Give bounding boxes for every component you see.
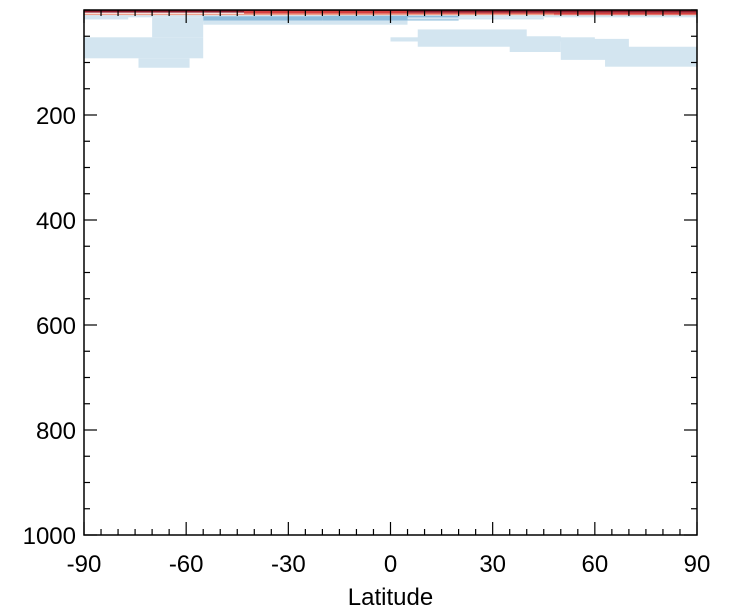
heatmap-cell xyxy=(152,17,204,38)
x-axis-title: Latitude xyxy=(348,584,433,611)
tick-labels: -90 -60 -30 0 30 60 90 200 400 600 800 1000 xyxy=(23,103,711,578)
y-tick-label: 400 xyxy=(36,208,76,235)
y-tick-label: 600 xyxy=(36,313,76,340)
heatmap-cell xyxy=(244,11,408,14)
x-tick-label: 90 xyxy=(684,551,711,578)
heatmap-cell xyxy=(84,37,204,59)
heatmap-cell xyxy=(84,13,554,16)
axis-ticks xyxy=(83,9,698,536)
heatmap-cell xyxy=(417,29,527,47)
plot-frame xyxy=(83,9,698,536)
x-tick-label: 0 xyxy=(384,551,397,578)
heatmap-cell xyxy=(407,17,544,20)
heatmap-cell xyxy=(203,16,323,22)
x-tick-label: -30 xyxy=(271,551,306,578)
y-tick-label: 1000 xyxy=(23,523,76,550)
x-tick-label: 60 xyxy=(581,551,608,578)
heatmap-cell xyxy=(138,58,190,68)
x-tick-label: 30 xyxy=(479,551,506,578)
x-tick-label: -90 xyxy=(67,551,102,578)
heatmap-cell xyxy=(509,36,561,52)
y-tick-label: 200 xyxy=(36,103,76,130)
heatmap-cell xyxy=(203,20,408,25)
heatmap-cell xyxy=(605,46,697,67)
x-tick-label: -60 xyxy=(169,551,204,578)
y-tick-label: 800 xyxy=(36,418,76,445)
